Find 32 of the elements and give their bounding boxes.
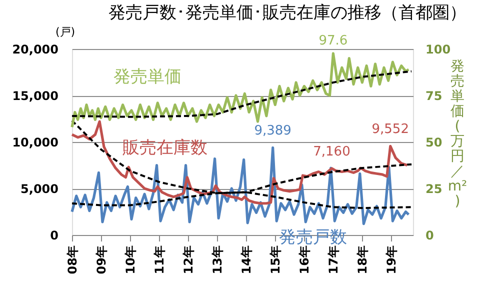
y-tick-label: 0 [50, 228, 58, 242]
data-label: 97.6 [318, 33, 348, 48]
series-label: 販売在庫数 [122, 138, 208, 158]
annotation: 9,389 [254, 124, 292, 139]
x-tick-label: 10年 [124, 246, 138, 274]
y-tick-label: 15,000 [12, 89, 58, 103]
y-axis-title: (戸) [56, 26, 76, 38]
x-tick-label: 09年 [94, 246, 109, 274]
x-tick-label: 17年 [326, 246, 341, 274]
y2-tick-label: 100 [426, 42, 451, 56]
text: 発売単価(万円／m²) [448, 58, 468, 210]
x-tick-label: 11年 [152, 246, 167, 274]
x-tick-label: 15年 [268, 246, 283, 274]
x-tick-label: 16年 [298, 246, 312, 274]
y-tick-label: 10,000 [12, 136, 58, 150]
y2-tick-label: 75 [426, 89, 442, 103]
x-tick-label: 12年 [182, 246, 196, 274]
x-tick-label: 14年 [240, 246, 254, 274]
annotation: 7,160 [313, 144, 350, 160]
y2-tick-label: 25 [426, 182, 442, 196]
x-tick-label: 08年 [66, 246, 80, 274]
series-label: 発売単価 [113, 66, 182, 87]
x-tick-label: 18年 [356, 246, 370, 274]
x-tick-label: 19年 [384, 246, 399, 274]
annotation: 9,552 [372, 122, 409, 138]
line-series [71, 70, 413, 118]
chart-title: 発売戸数･発売単価･販売在庫の推移（首都圏） [108, 3, 466, 23]
y2-tick-label: 0 [426, 228, 434, 242]
x-tick-label: 13年 [210, 246, 225, 274]
y-tick-label: 5,000 [20, 182, 58, 196]
y-tick-label: 20,000 [12, 42, 58, 56]
y2-tick-label: 50 [426, 136, 442, 150]
